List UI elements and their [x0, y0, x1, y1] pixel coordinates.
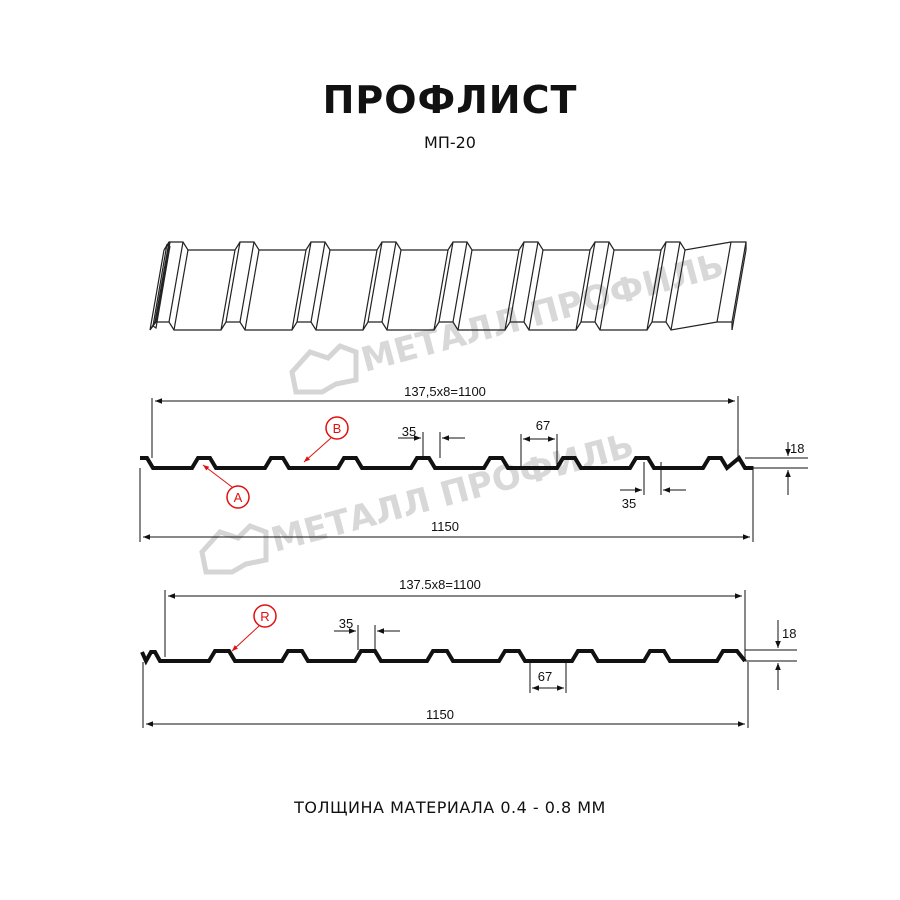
working-width-label-b: 137.5x8=1100 [399, 577, 481, 592]
sheet-rib-line [433, 249, 449, 331]
sheet-rib-line [362, 249, 378, 331]
sheet-rib-line [731, 241, 747, 323]
sheet-rib-line [155, 241, 171, 323]
sheet-rib-line [367, 241, 383, 323]
height-label: 18 [790, 441, 804, 456]
total-width-label-b: 1150 [426, 707, 454, 722]
sheet-rib-line [651, 241, 667, 323]
valley-width-label: 67 [536, 418, 550, 433]
sheet-rib-line [438, 241, 454, 323]
sheet-rib-line [225, 241, 241, 323]
sheet-rib-line [594, 241, 610, 323]
sheet-rib-line [310, 241, 326, 323]
sheet-rib-line [528, 249, 544, 331]
working-width-label: 137,5x8=1100 [404, 384, 486, 399]
sheet-edge [152, 243, 171, 330]
sheet-rib-line [523, 241, 539, 323]
sheet-rib-line [670, 249, 686, 331]
sheet-rib-line [716, 241, 732, 323]
svg-text:МЕТАЛЛ ПРОФИЛЬ: МЕТАЛЛ ПРОФИЛЬ [357, 245, 728, 380]
sheet-rib-line [173, 249, 189, 331]
height-label-b: 18 [782, 626, 796, 641]
marker-a: A [202, 464, 250, 509]
svg-text:R: R [260, 609, 269, 624]
sheet-rib-line [239, 241, 255, 323]
sheet-rib-line [220, 249, 236, 331]
sheet-rib-line [452, 241, 468, 323]
material-thickness-note: ТОЛЩИНА МАТЕРИАЛА 0.4 - 0.8 ММ [294, 798, 606, 817]
svg-text:B: B [333, 421, 342, 436]
page-title: ПРОФЛИСТ [322, 78, 578, 122]
sheet-rib-line [315, 249, 331, 331]
sheet-rib-line [457, 249, 473, 331]
profile-b-drawing: 137.5x8=1100 1150 35 67 18 R [140, 577, 797, 728]
crest-width-label-b: 35 [339, 616, 353, 631]
sheet-rib-line [665, 241, 681, 323]
crest-width-label: 35 [402, 424, 416, 439]
sheet-rib-line [149, 249, 165, 331]
sheet-rib-line [296, 241, 312, 323]
sheet-rib-line [381, 241, 397, 323]
sheet-rib-line [599, 249, 615, 331]
profile-b-section [140, 649, 747, 666]
valley-width-label-b: 67 [538, 669, 552, 684]
sheet-rib-line [168, 241, 184, 323]
profile-sheet-3d [149, 241, 747, 331]
profile-a-section [140, 454, 753, 472]
sheet-rib-line [244, 249, 260, 331]
crest-width-label-2: 35 [622, 496, 636, 511]
sheet-rib-line [575, 249, 591, 331]
sheet-rib-line [646, 249, 662, 331]
sheet-rib-line [504, 249, 520, 331]
sheet-rib-line [580, 241, 596, 323]
svg-text:A: A [234, 490, 243, 505]
sheet-rib-line [731, 249, 747, 331]
total-width-label: 1150 [431, 519, 459, 534]
sheet-rib-line [386, 249, 402, 331]
marker-b: B [303, 416, 349, 463]
profile-a-drawing: 137,5x8=1100 1150 35 67 35 18 B A [139, 384, 808, 542]
marker-r: R [231, 604, 277, 652]
sheet-edge [163, 241, 747, 251]
sheet-rib-line [291, 249, 307, 331]
sheet-rib-line [509, 241, 525, 323]
model-subtitle: МП-20 [424, 133, 476, 152]
sheet-rib-line [154, 241, 170, 323]
watermark-2: МЕТАЛЛ ПРОФИЛЬ [199, 425, 638, 575]
